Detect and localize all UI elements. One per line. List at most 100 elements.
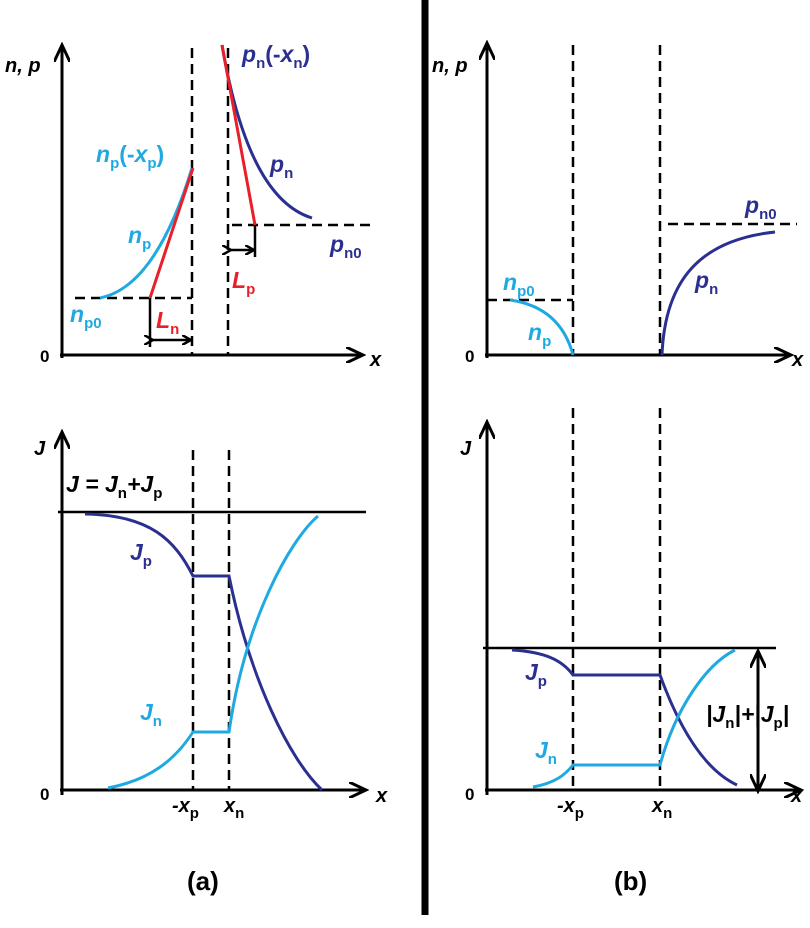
t: J	[535, 737, 549, 763]
axis-label: n, p	[5, 55, 41, 77]
t: p	[575, 805, 584, 822]
t: n	[96, 141, 110, 167]
tick-label: xn	[223, 795, 244, 822]
t: n	[70, 301, 84, 327]
tick-label: xn	[651, 795, 672, 822]
t: L	[156, 307, 170, 333]
t: p	[538, 673, 547, 690]
t: |J	[706, 701, 726, 727]
t: p	[143, 553, 152, 570]
tick-label: -xp	[557, 795, 584, 822]
t: x	[223, 795, 236, 817]
jp-curve	[511, 648, 738, 787]
axis-label: x	[375, 785, 388, 807]
panel-b-top: n, p x 0 np0 np pn0 pn	[432, 44, 804, 371]
t: p	[542, 333, 551, 350]
t: p0	[517, 283, 535, 300]
axis-label: n, p	[432, 55, 468, 77]
caption: (a)	[187, 866, 219, 896]
t: p	[147, 155, 156, 172]
t: n	[548, 751, 557, 768]
tick-label: -xp	[172, 795, 199, 822]
axis-label: x	[791, 349, 804, 371]
label: Lp	[232, 267, 255, 298]
t: n	[118, 485, 127, 502]
t: p	[190, 805, 199, 822]
t: n	[528, 319, 542, 345]
origin: 0	[465, 785, 474, 804]
t: L	[232, 267, 246, 293]
t: |	[783, 701, 789, 727]
origin: 0	[465, 347, 474, 366]
label: Jn	[535, 737, 557, 768]
pn-curve	[660, 230, 776, 356]
t: p	[246, 281, 255, 298]
t: n	[725, 715, 734, 732]
t: p	[329, 231, 344, 257]
t: n	[663, 805, 672, 822]
np-curve	[509, 298, 575, 356]
axis-label: x	[790, 785, 803, 807]
axis-label: J	[460, 438, 472, 460]
t: x	[651, 795, 664, 817]
panel-a-top: n, p x 0 np(-xp) np np0 pn(-xn) pn pn0 L…	[5, 41, 382, 371]
label: |Jn|+|Jp|	[706, 701, 789, 732]
panel-a-bottom: J x 0 J = Jn+Jp Jp Jn -xp xn (a)	[34, 433, 388, 896]
np-curve	[99, 167, 194, 300]
label: pn	[269, 151, 293, 182]
t: p	[694, 267, 709, 293]
t: n	[153, 713, 162, 730]
t: n	[293, 55, 302, 72]
label: np0	[503, 269, 535, 300]
t: -x	[557, 795, 576, 817]
t: J = J	[66, 471, 119, 497]
t: +J	[127, 471, 154, 497]
t: n	[284, 165, 293, 182]
t: n	[503, 269, 517, 295]
caption: (b)	[614, 866, 647, 896]
t: J	[525, 659, 539, 685]
origin: 0	[40, 785, 49, 804]
t: )	[303, 41, 311, 67]
label: np(-xp)	[96, 141, 164, 172]
tangent	[220, 44, 257, 226]
label: pn	[694, 267, 718, 298]
t: J	[130, 539, 144, 565]
t: n	[170, 321, 179, 338]
t: n	[235, 805, 244, 822]
label: np	[128, 222, 151, 253]
t: p	[774, 715, 783, 732]
t: )	[157, 141, 165, 167]
t: n0	[344, 245, 362, 262]
axis-label: x	[369, 349, 382, 371]
t: n	[128, 222, 142, 248]
label: pn(-xn)	[241, 41, 310, 72]
label: Ln	[156, 307, 179, 338]
t: J	[140, 699, 154, 725]
panel-b-bottom: J x 0 Jp Jn |Jn|+|Jp| -xp xn (b)	[460, 408, 803, 896]
label: Jn	[140, 699, 162, 730]
label: np	[528, 319, 551, 350]
tangent	[148, 167, 195, 299]
t: p0	[84, 315, 102, 332]
t: (-	[265, 41, 280, 67]
jn-curve	[532, 648, 736, 789]
t: n	[256, 55, 265, 72]
label: Jp	[130, 539, 152, 570]
t: (-	[119, 141, 134, 167]
label: pn0	[744, 192, 777, 223]
origin: 0	[40, 347, 49, 366]
t: n0	[759, 206, 777, 223]
t: x	[133, 141, 149, 167]
label: np0	[70, 301, 102, 332]
t: n	[709, 281, 718, 298]
t: p	[744, 192, 759, 218]
axis-label: J	[34, 438, 46, 460]
t: -x	[172, 795, 191, 817]
t: p	[142, 236, 151, 253]
t: |+|J	[734, 701, 774, 727]
label: pn0	[329, 231, 362, 262]
t: x	[279, 41, 295, 67]
label: J = Jn+Jp	[66, 471, 162, 502]
t: p	[153, 485, 162, 502]
